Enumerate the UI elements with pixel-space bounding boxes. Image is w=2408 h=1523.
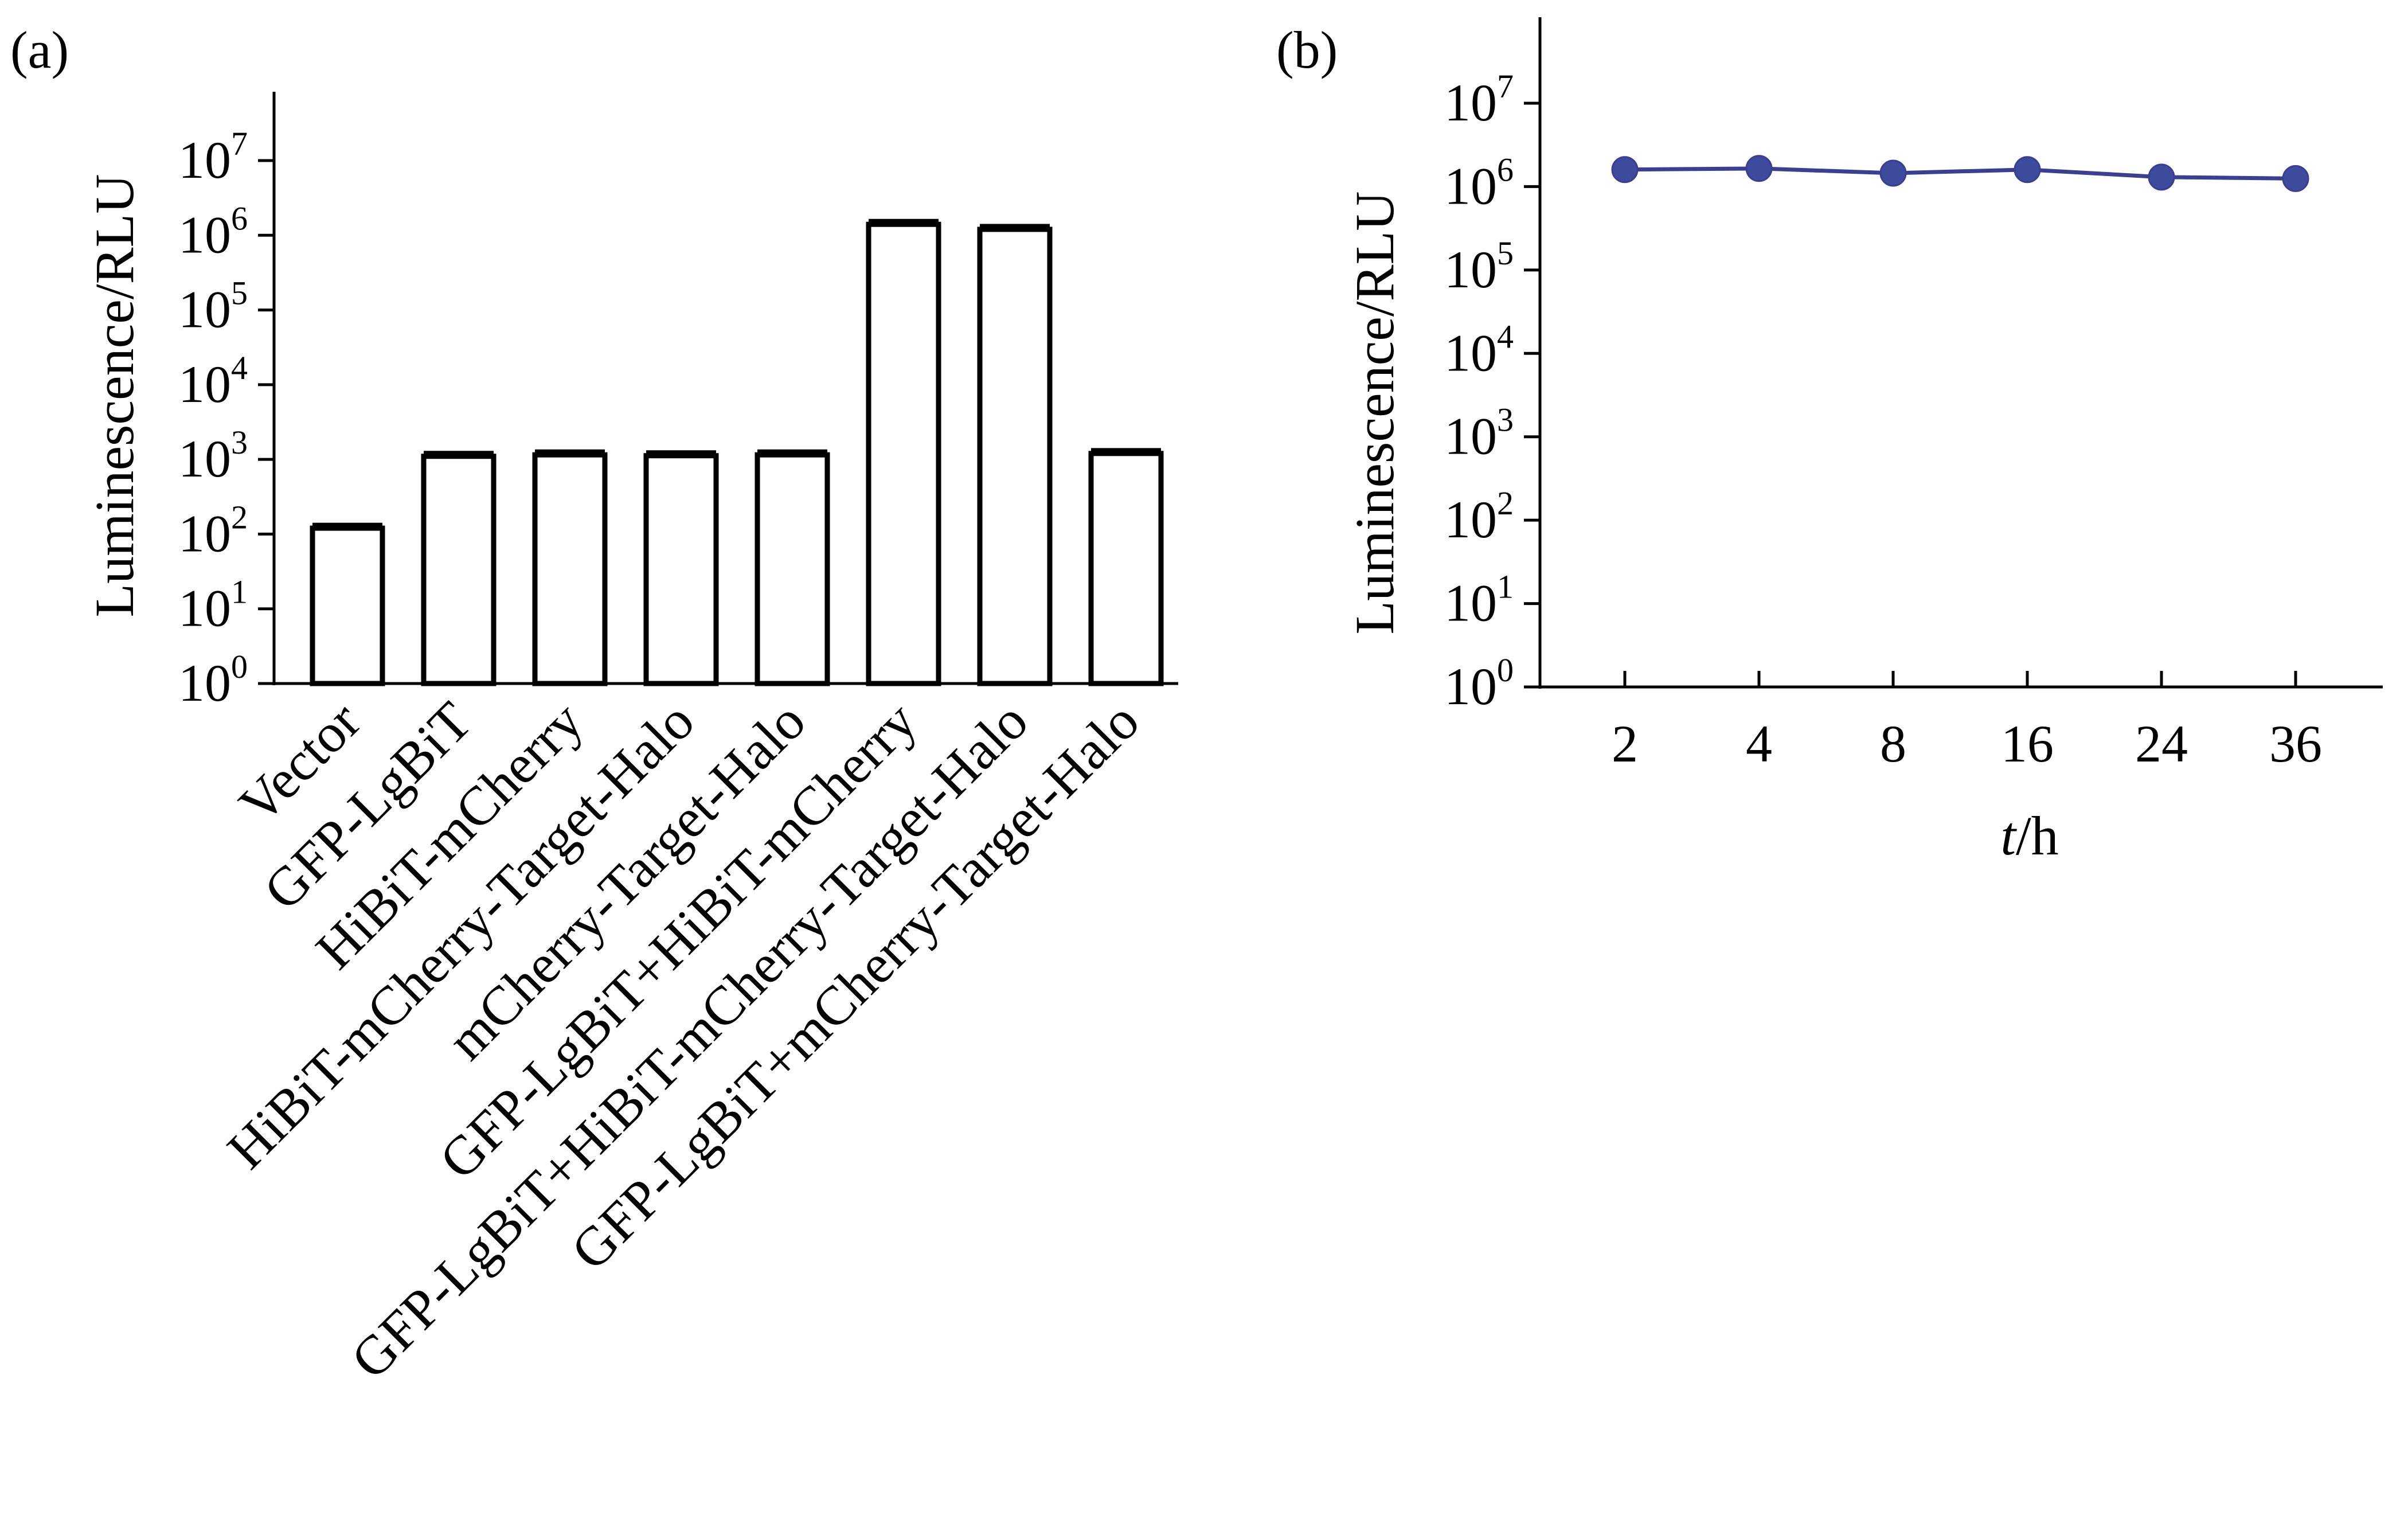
bar <box>755 452 830 686</box>
y-tick-label: 107 <box>1444 68 1514 132</box>
y-tick-label: 106 <box>1444 151 1514 215</box>
data-point <box>2148 163 2175 191</box>
series-line <box>1624 166 2296 181</box>
y-tick-exponent: 1 <box>231 573 248 611</box>
y-tick-base: 10 <box>178 280 231 339</box>
y-tick-base: 10 <box>178 131 231 189</box>
bar <box>532 452 608 686</box>
data-point <box>1745 155 1773 182</box>
bar <box>866 221 941 686</box>
bar <box>1088 451 1164 686</box>
y-tick-exponent: 4 <box>1497 318 1514 355</box>
y-tick-base: 10 <box>178 205 231 264</box>
data-point <box>2014 156 2041 183</box>
bar <box>421 454 497 686</box>
y-tick-base: 10 <box>1444 73 1497 132</box>
y-tick-base: 10 <box>1444 657 1497 716</box>
y-tick-exponent: 5 <box>231 275 248 312</box>
x-axis-title: t/h <box>2000 805 2058 866</box>
y-tick-label: 104 <box>178 349 248 413</box>
y-tick-label: 103 <box>1444 401 1514 466</box>
y-tick-label: 102 <box>1444 485 1514 549</box>
y-tick-base: 10 <box>178 504 231 563</box>
y-tick-exponent: 6 <box>231 200 248 237</box>
y-tick-exponent: 0 <box>231 648 248 685</box>
panel-b-line-chart: (b)Luminescence/RLU100101102103104105106… <box>1276 17 2383 866</box>
bar <box>310 525 385 686</box>
x-tick-label: 8 <box>1880 714 1906 773</box>
y-tick-base: 10 <box>1444 240 1497 299</box>
y-tick-exponent: 2 <box>231 498 248 536</box>
x-axis-title-variable: t <box>2000 805 2017 866</box>
y-tick-label: 102 <box>178 498 248 563</box>
x-tick-label: 36 <box>2269 714 2322 773</box>
x-tick-label: 4 <box>1746 714 1772 773</box>
y-tick-base: 10 <box>1444 574 1497 632</box>
y-tick-exponent: 3 <box>231 424 248 461</box>
bar <box>643 453 719 686</box>
y-tick-base: 10 <box>1444 157 1497 215</box>
panel-a-bar-chart: (a)Luminescence/RLU100101102103104105106… <box>10 21 1178 1391</box>
y-tick-label: 101 <box>178 573 248 638</box>
data-point <box>1611 156 1639 183</box>
y-tick-exponent: 3 <box>1497 401 1514 439</box>
y-tick-exponent: 7 <box>1497 68 1514 105</box>
y-tick-exponent: 0 <box>1497 651 1514 689</box>
y-tick-label: 103 <box>178 424 248 488</box>
y-tick-base: 10 <box>1444 323 1497 382</box>
y-tick-exponent: 7 <box>231 125 248 162</box>
y-tick-label: 100 <box>1444 651 1514 716</box>
panel-label: (b) <box>1276 21 1338 79</box>
y-tick-label: 101 <box>1444 568 1514 632</box>
y-tick-base: 10 <box>1444 407 1497 466</box>
y-tick-base: 10 <box>178 654 231 712</box>
y-tick-base: 10 <box>178 355 231 413</box>
y-tick-label: 104 <box>1444 318 1514 382</box>
data-point <box>1879 159 1907 187</box>
y-axis-title: Luminescence/RLU <box>84 174 145 617</box>
x-tick-label: 2 <box>1612 714 1638 773</box>
y-tick-label: 106 <box>178 200 248 264</box>
y-tick-label: 107 <box>178 125 248 189</box>
y-tick-exponent: 1 <box>1497 568 1514 606</box>
y-tick-exponent: 5 <box>1497 235 1514 272</box>
y-tick-label: 105 <box>1444 235 1514 299</box>
x-tick-label: 24 <box>2135 714 2188 773</box>
x-tick-label: 16 <box>2001 714 2054 773</box>
y-axis-title: Luminescence/RLU <box>1344 191 1405 634</box>
data-point <box>2282 165 2309 192</box>
y-tick-exponent: 6 <box>1497 151 1514 188</box>
y-tick-exponent: 4 <box>231 349 248 386</box>
y-tick-label: 105 <box>178 275 248 339</box>
y-tick-base: 10 <box>1444 490 1497 549</box>
x-axis-title-unit: /h <box>2016 805 2059 866</box>
y-tick-base: 10 <box>178 429 231 488</box>
bar <box>977 227 1053 686</box>
y-tick-base: 10 <box>178 579 231 638</box>
y-tick-label: 100 <box>178 648 248 712</box>
panel-label: (a) <box>10 21 69 79</box>
y-tick-exponent: 2 <box>1497 485 1514 522</box>
